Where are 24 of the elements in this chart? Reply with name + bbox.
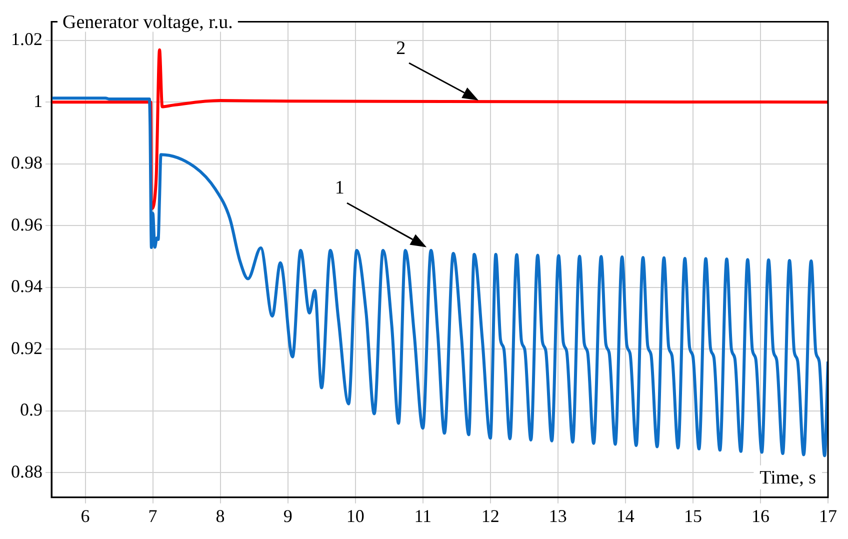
x-tick-label: 12 [481, 506, 500, 526]
x-tick-label: 14 [616, 506, 634, 526]
y-tick-label: 0.92 [11, 338, 42, 358]
x-tick-label: 15 [684, 506, 702, 526]
annotation: 2 [396, 38, 406, 60]
x-tick-label: 9 [283, 506, 292, 526]
x-tick-label: 17 [819, 506, 837, 526]
x-tick-label: 13 [548, 506, 567, 526]
annotation: 1 [334, 178, 344, 199]
x-axis-title: Time, s [760, 467, 816, 488]
x-tick-label: 11 [414, 506, 432, 526]
y-tick-label: 0.9 [20, 400, 42, 420]
y-axis-title: Generator voltage, r.u. [62, 12, 233, 33]
x-tick-label: 10 [346, 506, 364, 526]
x-tick-label: 8 [216, 506, 225, 526]
y-tick-label: 0.98 [11, 152, 42, 173]
y-tick-label: 1 [34, 90, 42, 111]
y-tick-label: 0.88 [11, 461, 42, 482]
x-tick-label: 7 [148, 506, 158, 526]
y-tick-label: 1.02 [11, 29, 42, 50]
x-tick-label: 16 [751, 506, 770, 526]
x-tick-label: 6 [80, 506, 90, 526]
y-tick-label: 0.96 [11, 214, 42, 234]
y-tick-label: 0.94 [11, 276, 42, 296]
